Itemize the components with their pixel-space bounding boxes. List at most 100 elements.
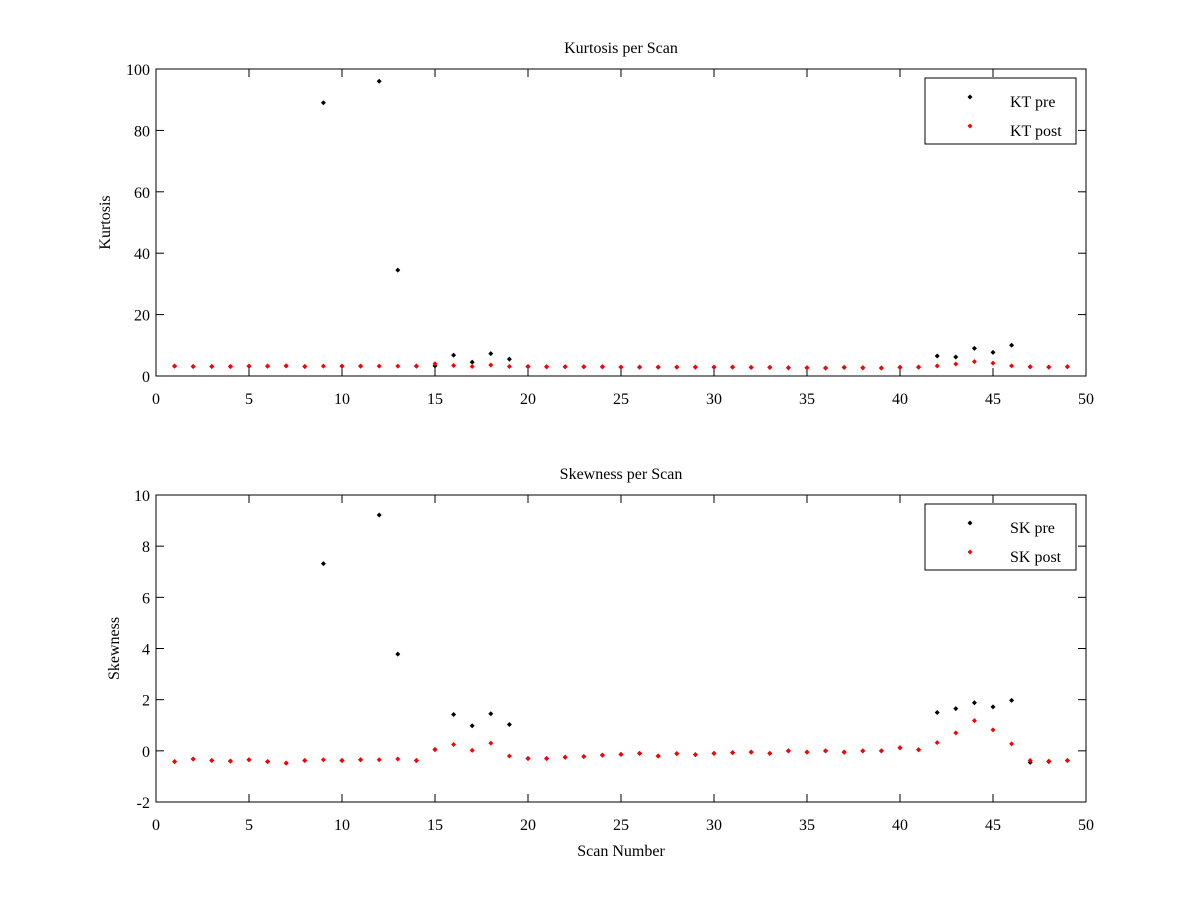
skewness-post-point	[916, 747, 922, 753]
skewness-pre-point	[1009, 697, 1015, 703]
skewness-post-point	[971, 718, 977, 724]
kurtosis-x-tick-label: 35	[799, 391, 815, 408]
skewness-post-point	[637, 750, 643, 756]
kurtosis-post-point	[339, 363, 345, 369]
skewness-post-point	[1009, 741, 1015, 747]
skewness-x-tick-label: 30	[706, 817, 722, 834]
skewness-post-point	[1027, 758, 1033, 764]
skewness-subplot: Skewness per Scan Skewness Scan Number 0…	[106, 466, 1094, 860]
skewness-post-point	[506, 753, 512, 759]
skewness-post-point	[860, 748, 866, 754]
skewness-post-point	[413, 758, 419, 764]
skewness-post-point	[841, 749, 847, 755]
kurtosis-pre-point	[469, 359, 475, 365]
skewness-x-tick-label: 20	[520, 817, 536, 834]
kurtosis-legend-label-post: KT post	[1010, 123, 1062, 140]
kurtosis-pre-point	[953, 354, 959, 360]
kurtosis-y-tick-label: 20	[134, 308, 150, 325]
kurtosis-post-point	[358, 363, 364, 369]
skewness-y-tick-label: -2	[137, 795, 150, 812]
skewness-post-point	[339, 758, 345, 764]
kurtosis-post-point	[953, 361, 959, 367]
skewness-post-point	[599, 752, 605, 758]
skewness-post-point	[209, 758, 215, 764]
kurtosis-post-point	[451, 363, 457, 369]
kurtosis-pre-point	[376, 78, 382, 84]
kurtosis-x-tick-label: 25	[613, 391, 629, 408]
skewness-post-point	[953, 730, 959, 736]
kurtosis-pre-point	[488, 351, 494, 357]
kurtosis-x-tick-label: 50	[1078, 391, 1094, 408]
skewness-y-tick-label: 0	[142, 744, 150, 761]
skewness-post-point	[990, 727, 996, 733]
skewness-post-point	[488, 740, 494, 746]
kurtosis-post-point	[469, 363, 475, 369]
kurtosis-post-point	[488, 362, 494, 368]
skewness-x-tick-label: 50	[1078, 817, 1094, 834]
kurtosis-x-tick-label: 45	[985, 391, 1001, 408]
skewness-post-point	[172, 759, 178, 765]
skewness-post-point	[711, 750, 717, 756]
kurtosis-y-axis-label: Kurtosis	[97, 195, 114, 249]
skewness-y-tick-label: 6	[142, 590, 150, 607]
skewness-pre-point	[971, 700, 977, 706]
kurtosis-post-point	[934, 363, 940, 369]
skewness-pre-point	[320, 561, 326, 567]
kurtosis-pre-point	[1009, 342, 1015, 348]
kurtosis-chart-title: Kurtosis per Scan	[564, 40, 678, 57]
kurtosis-post-point	[860, 365, 866, 371]
kurtosis-post-point	[172, 363, 178, 369]
skewness-y-tick-label: 2	[142, 693, 150, 710]
skewness-post-point	[283, 760, 289, 766]
skewness-post-point	[897, 745, 903, 751]
skewness-post-point	[878, 748, 884, 754]
skewness-pre-point	[376, 512, 382, 518]
skewness-x-tick-label: 15	[427, 817, 443, 834]
skewness-x-tick-label: 0	[152, 817, 160, 834]
kurtosis-post-point	[897, 364, 903, 370]
skewness-x-tick-label: 5	[245, 817, 253, 834]
kurtosis-y-tick-label: 0	[142, 369, 150, 386]
skewness-legend-marker-post	[967, 549, 973, 555]
skewness-post-point	[934, 740, 940, 746]
skewness-post-point	[265, 759, 271, 765]
skewness-x-tick-label: 45	[985, 817, 1001, 834]
skewness-legend: SK pre SK post	[924, 503, 1077, 571]
skewness-pre-point	[469, 723, 475, 729]
skewness-post-point	[767, 750, 773, 756]
kurtosis-post-point	[711, 364, 717, 370]
skewness-chart-title: Skewness per Scan	[560, 466, 683, 483]
skewness-post-point	[525, 756, 531, 762]
kurtosis-subplot: Kurtosis per Scan Kurtosis 0 5 10 15 20 25 30 3…	[97, 40, 1094, 408]
skewness-post-point	[432, 747, 438, 753]
kurtosis-post-point	[525, 364, 531, 370]
skewness-post-point	[544, 756, 550, 762]
skewness-y-tick-label: 4	[142, 642, 150, 659]
kurtosis-data-points	[172, 78, 1070, 371]
skewness-post-point	[562, 754, 568, 760]
skewness-x-tick-label: 35	[799, 817, 815, 834]
skewness-y-tick-label: 8	[142, 539, 150, 556]
skewness-pre-point	[953, 706, 959, 712]
skewness-post-point	[581, 753, 587, 759]
skewness-x-tick-label: 25	[613, 817, 629, 834]
kurtosis-post-point	[506, 363, 512, 369]
kurtosis-post-point	[692, 364, 698, 370]
skewness-post-point	[246, 757, 252, 763]
kurtosis-y-tick-label: 60	[134, 185, 150, 202]
skewness-post-point	[320, 757, 326, 763]
kurtosis-post-point	[878, 365, 884, 371]
kurtosis-ticks: 0 5 10 15 20 25 30 35 40 45 50 0 20 40 60 80 100	[126, 62, 1094, 408]
kurtosis-post-point	[785, 365, 791, 371]
skewness-post-point	[451, 741, 457, 747]
kurtosis-post-point	[730, 364, 736, 370]
kurtosis-post-point	[599, 364, 605, 370]
skewness-legend-box	[924, 503, 1077, 571]
kurtosis-x-tick-label: 0	[152, 391, 160, 408]
kurtosis-post-point	[302, 363, 308, 369]
skewness-post-point	[190, 756, 196, 762]
skewness-post-point	[227, 758, 233, 764]
kurtosis-post-point	[1046, 364, 1052, 370]
skewness-pre-point	[990, 704, 996, 710]
kurtosis-legend-box	[924, 77, 1077, 145]
